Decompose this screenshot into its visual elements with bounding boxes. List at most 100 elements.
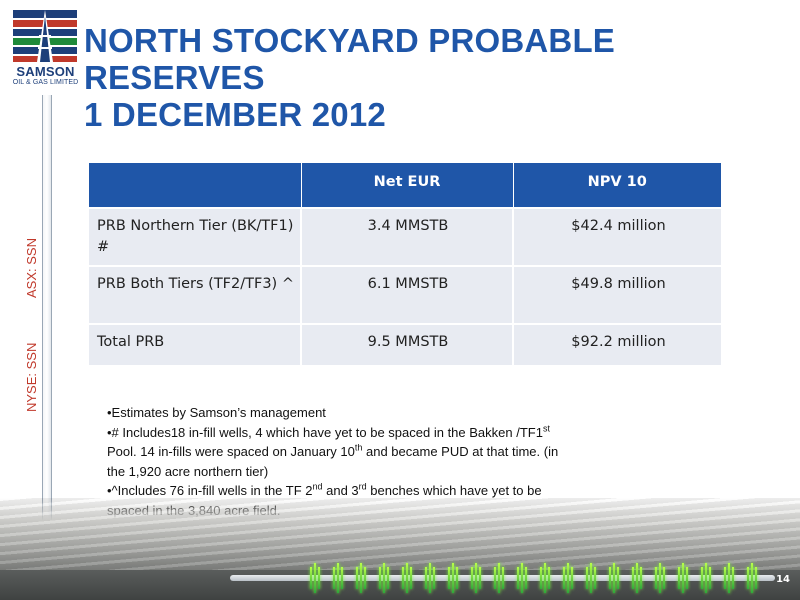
- row-npv10: $42.4 million: [513, 207, 721, 266]
- frac-stage-marker: [517, 567, 519, 589]
- frac-stages-graphic: [300, 563, 770, 593]
- frac-stage-marker: [701, 567, 703, 589]
- frac-stage-marker: [360, 563, 362, 593]
- frac-stage-marker: [678, 567, 680, 589]
- frac-stage-marker: [333, 567, 335, 589]
- frac-stage-marker: [640, 567, 642, 589]
- frac-stage-marker: [314, 563, 316, 593]
- row-net-eur: 3.4 MMSTB: [301, 207, 514, 266]
- row-net-eur: 9.5 MMSTB: [301, 323, 514, 365]
- frac-stage-marker: [609, 567, 611, 589]
- frac-stage-marker: [521, 563, 523, 593]
- note-northern-tier-text-b: Pool. 14 in-fills were spaced on January…: [107, 444, 355, 459]
- note-both-tiers-text-a: •^Includes 76 in-fill wells in the TF 2: [107, 483, 313, 498]
- frac-stage-marker: [471, 567, 473, 589]
- frac-stage-marker: [571, 567, 573, 589]
- frac-stage-marker: [318, 567, 320, 589]
- logo-company-subtitle: OIL & GAS LIMITED: [12, 79, 79, 86]
- asx-ticker-label: ASX: SSN: [24, 238, 39, 298]
- frac-stage-marker: [410, 567, 412, 589]
- frac-stage-marker: [425, 567, 427, 589]
- page-title: NORTH STOCKYARD PROBABLE RESERVES 1 DECE…: [84, 22, 784, 133]
- frac-stage-marker: [567, 563, 569, 593]
- frac-stage-marker: [479, 567, 481, 589]
- frac-stage-marker: [379, 567, 381, 589]
- row-npv10: $92.2 million: [513, 323, 721, 365]
- table-header-net-eur: Net EUR: [301, 163, 514, 208]
- table-row: PRB Both Tiers (TF2/TF3) ^ 6.1 MMSTB $49…: [89, 265, 721, 324]
- frac-stage-marker: [594, 567, 596, 589]
- logo-company-name: SAMSON: [16, 64, 75, 79]
- table-row: Total PRB 9.5 MMSTB $92.2 million: [89, 323, 721, 365]
- frac-stage-marker: [751, 563, 753, 593]
- table-header-empty: [89, 163, 302, 208]
- note-both-tiers-text-b: and 3: [322, 483, 359, 498]
- frac-stage-marker: [548, 567, 550, 589]
- page-number: 14: [776, 574, 790, 585]
- reserves-table: Net EUR NPV 10 PRB Northern Tier (BK/TF1…: [89, 163, 721, 365]
- frac-stage-marker: [728, 563, 730, 593]
- superscript: st: [542, 423, 550, 434]
- row-net-eur: 6.1 MMSTB: [301, 265, 514, 324]
- frac-stage-marker: [429, 563, 431, 593]
- superscript: rd: [358, 481, 367, 492]
- frac-stage-marker: [456, 567, 458, 589]
- frac-stage-marker: [406, 563, 408, 593]
- drill-pipe-graphic: [42, 95, 52, 551]
- row-label: Total PRB: [89, 323, 302, 365]
- row-label: PRB Both Tiers (TF2/TF3) ^: [89, 265, 302, 324]
- frac-stage-marker: [663, 567, 665, 589]
- table-header-npv10: NPV 10: [513, 163, 721, 208]
- frac-stage-marker: [682, 563, 684, 593]
- frac-stage-marker: [364, 567, 366, 589]
- frac-stage-marker: [402, 567, 404, 589]
- frac-stage-marker: [310, 567, 312, 589]
- title-line-2: 1 DECEMBER 2012: [84, 96, 386, 133]
- frac-stage-marker: [525, 567, 527, 589]
- frac-stage-marker: [502, 567, 504, 589]
- frac-stage-marker: [732, 567, 734, 589]
- superscript: th: [354, 442, 363, 453]
- frac-stage-marker: [705, 563, 707, 593]
- frac-stage-marker: [475, 563, 477, 593]
- frac-stage-marker: [494, 567, 496, 589]
- frac-stage-marker: [755, 567, 757, 589]
- frac-stage-marker: [686, 567, 688, 589]
- frac-stage-marker: [433, 567, 435, 589]
- frac-stage-marker: [452, 563, 454, 593]
- frac-stage-marker: [387, 567, 389, 589]
- title-line-1: NORTH STOCKYARD PROBABLE RESERVES: [84, 22, 616, 96]
- frac-stage-marker: [659, 563, 661, 593]
- samson-logo: SAMSON OIL & GAS LIMITED: [8, 8, 83, 92]
- frac-stage-marker: [586, 567, 588, 589]
- frac-stage-marker: [709, 567, 711, 589]
- frac-stage-marker: [356, 567, 358, 589]
- frac-stage-marker: [617, 567, 619, 589]
- frac-stage-marker: [655, 567, 657, 589]
- frac-stage-marker: [448, 567, 450, 589]
- frac-stage-marker: [540, 567, 542, 589]
- frac-stage-marker: [613, 563, 615, 593]
- table-row: PRB Northern Tier (BK/TF1) # 3.4 MMSTB $…: [89, 207, 721, 266]
- row-label: PRB Northern Tier (BK/TF1) #: [89, 207, 302, 266]
- frac-stage-marker: [632, 567, 634, 589]
- frac-stage-marker: [747, 567, 749, 589]
- frac-stage-marker: [563, 567, 565, 589]
- frac-stage-marker: [498, 563, 500, 593]
- superscript: nd: [312, 481, 323, 492]
- frac-stage-marker: [383, 563, 385, 593]
- note-northern-tier: •# Includes18 in-fill wells, 4 which hav…: [107, 423, 577, 482]
- note-northern-tier-text-a: •# Includes18 in-fill wells, 4 which hav…: [107, 424, 543, 440]
- frac-stage-marker: [544, 563, 546, 593]
- nyse-ticker-label: NYSE: SSN: [24, 342, 39, 412]
- note-estimates: •Estimates by Samson’s management: [107, 405, 326, 420]
- frac-stage-marker: [636, 563, 638, 593]
- frac-stage-marker: [337, 563, 339, 593]
- derrick-logo-icon: [13, 10, 77, 62]
- table-header-row: Net EUR NPV 10: [89, 163, 721, 208]
- note-northern-tier-text-c: and became PUD at that time. (in the 1,9…: [107, 444, 559, 479]
- frac-stage-marker: [341, 567, 343, 589]
- frac-stage-marker: [590, 563, 592, 593]
- row-npv10: $49.8 million: [513, 265, 721, 324]
- frac-stage-marker: [724, 567, 726, 589]
